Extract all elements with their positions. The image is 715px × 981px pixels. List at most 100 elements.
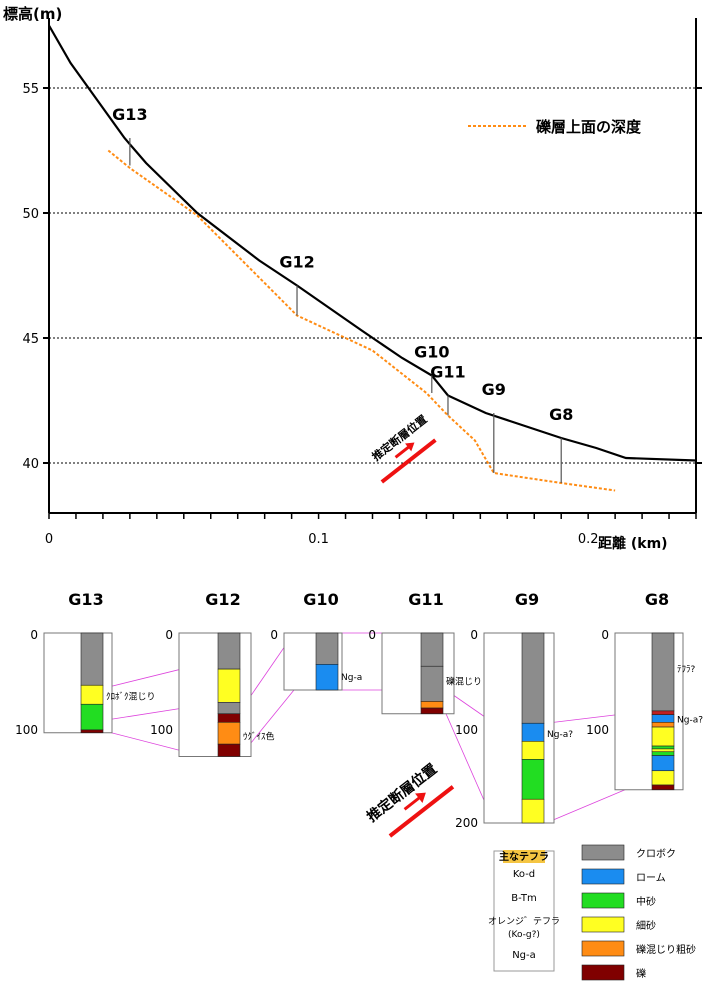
borehole-title: G11 bbox=[408, 590, 443, 609]
layer-loam bbox=[651, 714, 675, 723]
borehole-log: G10 0 Ng-a bbox=[270, 590, 362, 691]
depth-label-0: 0 bbox=[270, 628, 278, 642]
y-tick-label: 40 bbox=[22, 457, 39, 472]
layer-kuroboku bbox=[217, 702, 241, 715]
depth-label-0: 0 bbox=[165, 628, 173, 642]
layer-gravel bbox=[217, 743, 241, 757]
borehole-title: G10 bbox=[303, 590, 338, 609]
layer-annotation: ﾃﾌﾗ? bbox=[677, 664, 696, 675]
layer-gravelly_coarse_sand bbox=[217, 721, 241, 745]
layer-kuroboku bbox=[420, 665, 444, 702]
layer-loam bbox=[521, 722, 545, 742]
correlation-line bbox=[103, 706, 190, 721]
fault-label: 推定断層位置 bbox=[364, 760, 441, 825]
correlation-line bbox=[103, 730, 190, 754]
legend-label-gravel: 礫 bbox=[636, 967, 646, 980]
borehole-logs: G13 0 100 ｸﾛﾎﾞｸ混じり G12 0 100 ｳｸﾞｲｽ色 G10 0 Ng-a G11 0… bbox=[15, 590, 703, 830]
legend-label-fine_sand: 細砂 bbox=[636, 919, 656, 932]
layer-annotation: 礫混じり bbox=[446, 676, 482, 688]
tephra-legend: 主なテフラ Ko-d B-Tm オレンジ゛テフラ (Ko-g?) Ng-a bbox=[488, 850, 560, 972]
borehole-label: G9 bbox=[482, 380, 506, 399]
legend-label-medium_sand: 中砂 bbox=[636, 895, 656, 908]
borehole-title: G9 bbox=[515, 590, 539, 609]
y-tick-label: 50 bbox=[22, 207, 39, 222]
layer-annotation: ｳｸﾞｲｽ色 bbox=[243, 731, 275, 743]
layer-kuroboku bbox=[80, 632, 104, 686]
borehole-columns: G13 0 100 ｸﾛﾎﾞｸ混じり G12 0 100 ｳｸﾞｲｽ色 G10 0 Ng-a G11 0… bbox=[15, 590, 703, 981]
fault-marker-columns: 推定断層位置 bbox=[364, 760, 455, 838]
tephra-ng-a: Ng-a bbox=[512, 950, 536, 961]
borehole-log: G8 0 100 ﾃﾌﾗ? Ng-a? bbox=[586, 590, 703, 791]
layer-annotation: Ng-a bbox=[341, 673, 362, 683]
layer-fine_sand bbox=[651, 770, 675, 786]
legend-label-kuroboku: クロボク bbox=[636, 848, 676, 860]
layer-tephra_red bbox=[651, 710, 675, 716]
layer-kuroboku bbox=[315, 632, 339, 665]
correlation-line bbox=[545, 789, 626, 824]
layer-annotation: ｸﾛﾎﾞｸ混じり bbox=[106, 692, 156, 703]
borehole-label: G13 bbox=[112, 105, 147, 124]
correlation-line bbox=[103, 666, 190, 689]
fault-arrow-shaft bbox=[403, 795, 422, 811]
layer-fine_sand bbox=[651, 726, 675, 747]
legend-swatch-gravel bbox=[581, 964, 625, 981]
x-tick-label: 0.1 bbox=[308, 532, 329, 547]
depth-label-100: 100 bbox=[150, 723, 173, 737]
tephra-orange: オレンジ゛テフラ bbox=[488, 916, 560, 927]
borehole-log: G11 0 礫混じり bbox=[368, 590, 482, 715]
layer-kuroboku bbox=[521, 632, 545, 724]
borehole-label: G10 bbox=[414, 343, 449, 362]
borehole-log: G13 0 100 ｸﾛﾎﾞｸ混じり bbox=[15, 590, 155, 737]
borehole-label: G12 bbox=[279, 253, 314, 272]
layer-loam bbox=[315, 664, 339, 691]
correlation-line bbox=[545, 713, 626, 724]
fault-arrow-head bbox=[405, 442, 415, 452]
layer-medium_sand bbox=[651, 751, 675, 756]
fault-line bbox=[380, 438, 437, 484]
legend-swatch-loam bbox=[581, 868, 625, 885]
layer-fine_sand bbox=[217, 668, 241, 703]
layer-kuroboku bbox=[217, 632, 241, 670]
legend-label-loam: ローム bbox=[636, 872, 666, 884]
grid-lines: 40 45 50 55 0 0.1 0.2 bbox=[22, 18, 702, 547]
legend-swatch-medium_sand bbox=[581, 892, 625, 909]
layer-annotation: Ng-a? bbox=[547, 730, 573, 740]
borehole-log: G12 0 100 ｳｸﾞｲｽ色 bbox=[150, 590, 275, 757]
legend-gravel-label: 礫層上面の深度 bbox=[536, 118, 642, 136]
layer-fine_sand bbox=[651, 748, 675, 753]
fault-arrow-head bbox=[415, 792, 426, 803]
layer-fine_sand bbox=[521, 740, 545, 760]
fault-marker: 推定断層位置 bbox=[369, 412, 437, 484]
layer-gravel bbox=[80, 729, 104, 734]
depth-label-100: 100 bbox=[15, 723, 38, 737]
tephra-ko-g: (Ko-g?) bbox=[508, 930, 540, 940]
borehole-log: G9 0 100 200 Ng-a? bbox=[455, 590, 573, 830]
tephra-title: 主なテフラ bbox=[499, 850, 549, 863]
y-tick-label: 55 bbox=[22, 82, 39, 97]
borehole-title: G13 bbox=[68, 590, 103, 609]
layer-medium_sand bbox=[651, 745, 675, 750]
depth-label-0: 0 bbox=[601, 628, 609, 642]
borehole-title: G8 bbox=[645, 590, 669, 609]
layer-gravel bbox=[217, 713, 241, 723]
tephra-ko-d: Ko-d bbox=[513, 869, 535, 880]
layer-gravelly_coarse_sand bbox=[420, 701, 444, 709]
x-tick-label: 0 bbox=[45, 532, 53, 547]
layer-gravel bbox=[420, 707, 444, 715]
x-tick-label: 0.2 bbox=[578, 532, 599, 547]
ground-surface-line bbox=[48, 24, 697, 462]
depth-label-0: 0 bbox=[368, 628, 376, 642]
legend-swatch-gravelly_coarse_sand bbox=[581, 940, 625, 957]
fault-line bbox=[388, 785, 455, 838]
depth-label-100: 100 bbox=[455, 723, 478, 737]
legend: 礫層上面の深度 bbox=[468, 118, 642, 136]
borehole-title: G12 bbox=[205, 590, 240, 609]
tephra-b-tm: B-Tm bbox=[511, 893, 536, 904]
layer-fine_sand bbox=[80, 684, 104, 705]
layer-medium_sand bbox=[80, 703, 104, 731]
depth-label-200: 200 bbox=[455, 816, 478, 830]
depth-label-100: 100 bbox=[586, 723, 609, 737]
